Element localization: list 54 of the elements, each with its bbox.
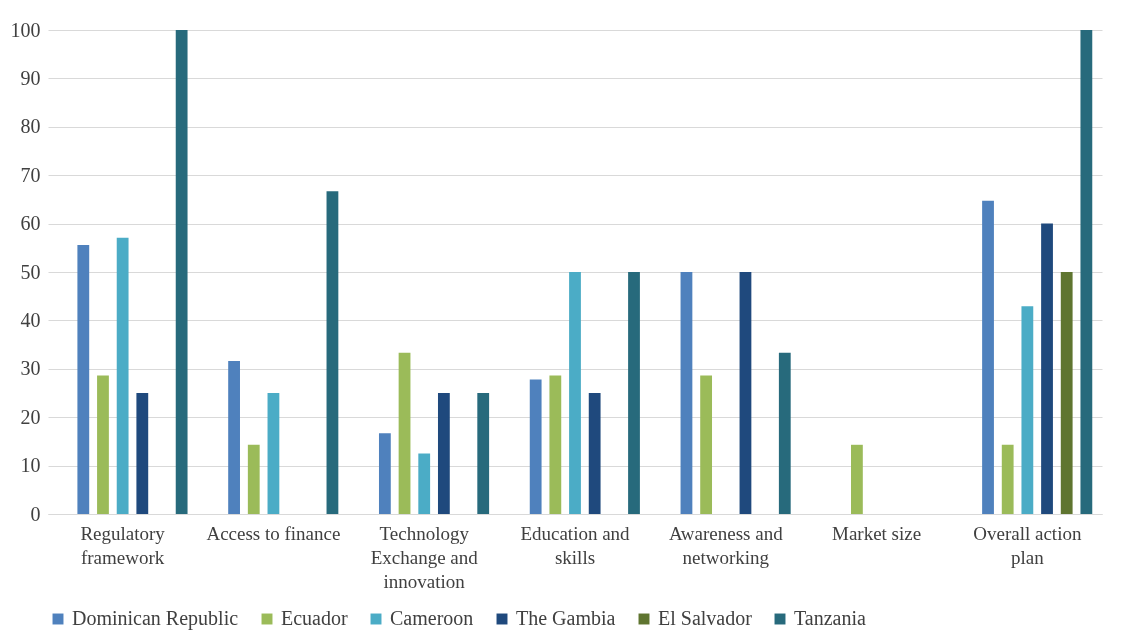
x-tick-label: Awareness and networking bbox=[668, 522, 784, 568]
bar bbox=[97, 375, 109, 514]
bar bbox=[1060, 272, 1073, 514]
x-tick-label: Access to finance bbox=[206, 522, 341, 544]
y-tick-label: 80 bbox=[20, 115, 41, 138]
y-tick-label: 70 bbox=[20, 163, 41, 186]
y-tick-label: 50 bbox=[20, 260, 41, 283]
bar bbox=[418, 453, 431, 514]
y-tick-label: 60 bbox=[20, 212, 41, 235]
y-tick-label: 0 bbox=[30, 502, 41, 525]
bar bbox=[398, 352, 411, 514]
y-tick-label: 100 bbox=[10, 18, 41, 41]
bar bbox=[549, 375, 562, 514]
bar bbox=[739, 272, 752, 514]
y-tick-label: 90 bbox=[20, 66, 41, 89]
bar bbox=[77, 244, 90, 514]
bar bbox=[477, 393, 490, 514]
bar bbox=[228, 361, 240, 514]
x-tick-label: Regulatory framework bbox=[80, 522, 166, 568]
y-tick-label: 30 bbox=[20, 357, 41, 380]
bar bbox=[175, 30, 188, 514]
bar bbox=[700, 375, 713, 514]
bar bbox=[247, 444, 260, 514]
legend-label: El Salvador bbox=[658, 607, 753, 629]
x-tick-label: Technology Exchange and innovation bbox=[370, 522, 479, 592]
x-tick-label: Market size bbox=[832, 522, 922, 544]
bar bbox=[116, 237, 129, 514]
bar bbox=[378, 433, 391, 514]
legend-label: The Gambia bbox=[516, 607, 616, 629]
bar bbox=[680, 272, 693, 514]
legend-label: Tanzania bbox=[794, 607, 867, 629]
bar bbox=[851, 444, 863, 514]
bar bbox=[628, 272, 640, 514]
x-tick-label: Education and skills bbox=[520, 522, 631, 568]
bar bbox=[529, 379, 542, 514]
y-tick-label: 10 bbox=[20, 454, 41, 477]
bar bbox=[1001, 444, 1014, 514]
y-tick-label: 20 bbox=[20, 405, 41, 428]
bar bbox=[326, 191, 339, 514]
bar bbox=[982, 200, 994, 514]
y-tick-label: 40 bbox=[20, 308, 41, 331]
bar bbox=[778, 352, 791, 514]
bar bbox=[569, 272, 581, 514]
bar bbox=[1041, 223, 1053, 514]
bar bbox=[1021, 306, 1034, 514]
bar bbox=[1080, 30, 1093, 514]
bar bbox=[136, 393, 149, 514]
bar bbox=[437, 393, 450, 514]
legend-label: Ecuador bbox=[281, 607, 348, 629]
x-tick-label: Overall action plan bbox=[973, 522, 1082, 568]
bar bbox=[267, 393, 280, 514]
legend-label: Cameroon bbox=[390, 607, 474, 629]
bar bbox=[588, 393, 601, 514]
legend-label: Dominican Republic bbox=[72, 607, 239, 630]
